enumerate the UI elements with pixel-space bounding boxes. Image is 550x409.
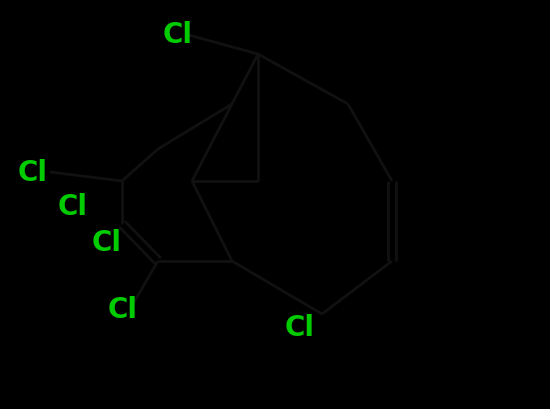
Text: Cl: Cl [58, 193, 88, 220]
Text: Cl: Cl [163, 21, 193, 49]
Text: Cl: Cl [285, 313, 315, 341]
Text: Cl: Cl [92, 229, 122, 256]
Text: Cl: Cl [108, 295, 138, 323]
Text: Cl: Cl [18, 159, 48, 187]
